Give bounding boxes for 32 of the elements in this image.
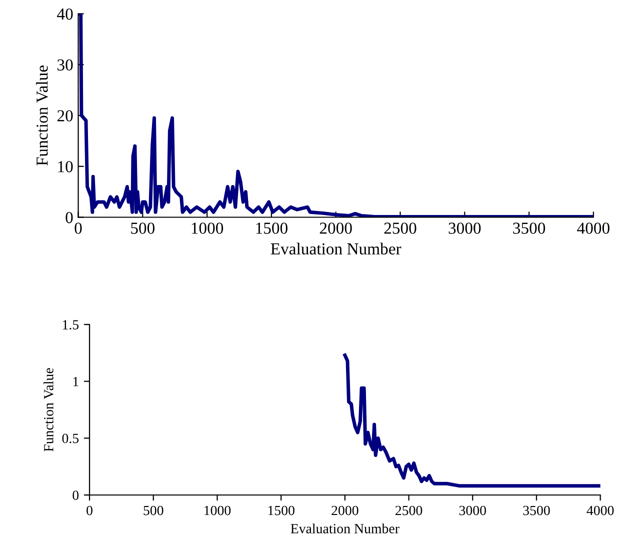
y-axis-title: Function Value [36,66,48,166]
y-tick-label: 20 [57,110,73,122]
y-tick-label: 1 [73,376,78,386]
y-tick-label: 10 [58,161,73,172]
y-axis-title: Function Value [44,368,54,452]
x-tick-label: 2500 [396,506,422,516]
x-tick-label: 3000 [459,506,486,516]
x-tick-label: 2500 [384,222,416,234]
y-tick-label: 0 [72,490,79,500]
x-tick-label: 4000 [586,506,614,516]
x-tick-label: 3500 [523,506,550,516]
x-tick-label: 500 [144,506,164,516]
y-tick-label: 30 [58,59,73,71]
x-tick-label: 3500 [513,222,546,234]
x-tick-label: 1000 [192,222,224,234]
y-tick-label: 40 [57,8,73,20]
x-tick-label: 3000 [448,222,481,234]
x-tick-label: 2000 [320,222,352,234]
x-tick-label: 1500 [256,222,288,234]
x-tick-label: 4000 [577,222,610,234]
y-tick-label: 0 [66,212,73,224]
x-axis-title: Evaluation Number [270,242,402,255]
x-tick-label: 500 [131,222,155,234]
y-tick-label: 0.5 [62,434,79,444]
line-series [343,353,600,488]
x-tick-label: 1000 [204,506,231,516]
x-tick-label: 0 [86,506,92,516]
x-axis-title: Evaluation Number [290,524,400,534]
line-series [78,14,594,218]
x-tick-label: 2000 [332,506,358,516]
x-tick-label: 1500 [268,506,294,516]
y-tick-label: 1.5 [62,320,79,330]
